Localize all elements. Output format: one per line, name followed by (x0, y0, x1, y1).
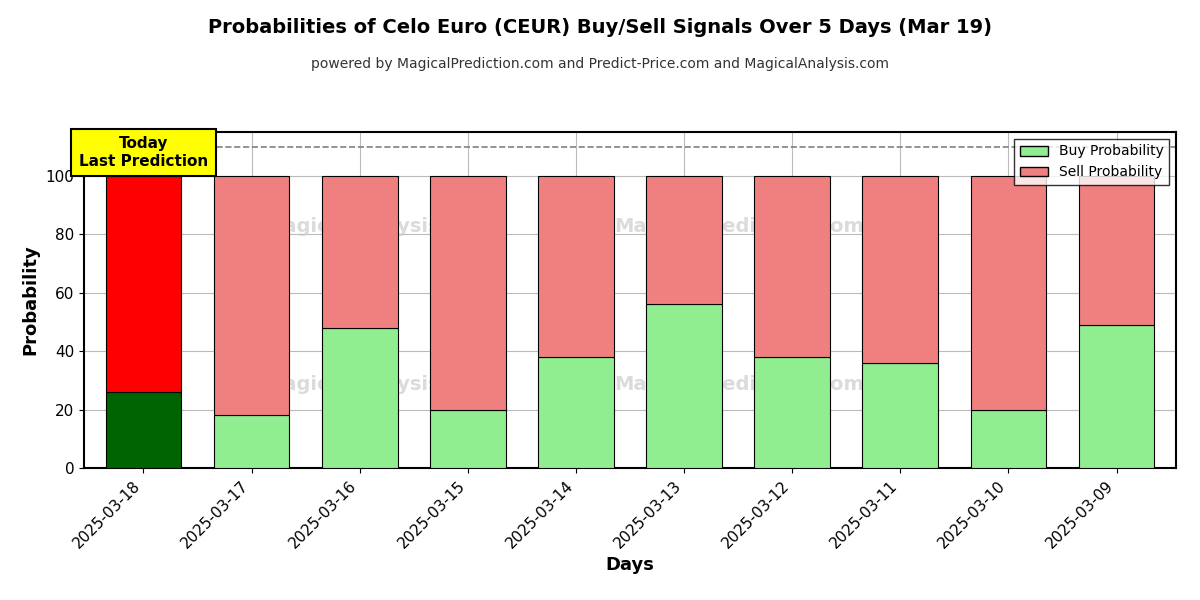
Bar (755, 176, 830, 357)
X-axis label: Days: Days (606, 556, 654, 574)
Bar (755, 357, 830, 468)
Bar (214, 176, 289, 415)
Bar (322, 176, 397, 328)
Bar (863, 176, 938, 363)
Bar (538, 357, 613, 468)
Bar (322, 328, 397, 468)
Bar (1079, 176, 1154, 325)
Y-axis label: Probability: Probability (22, 245, 40, 355)
Bar (106, 392, 181, 468)
Text: MagicalPrediction.com: MagicalPrediction.com (614, 374, 864, 394)
Bar (106, 176, 181, 392)
Text: powered by MagicalPrediction.com and Predict-Price.com and MagicalAnalysis.com: powered by MagicalPrediction.com and Pre… (311, 57, 889, 71)
Bar (214, 415, 289, 468)
Text: Today
Last Prediction: Today Last Prediction (79, 136, 208, 169)
Bar (863, 363, 938, 468)
Bar (430, 176, 505, 410)
Legend: Buy Probability, Sell Probability: Buy Probability, Sell Probability (1014, 139, 1169, 185)
Text: MagicalAnalysis.com: MagicalAnalysis.com (265, 374, 493, 394)
Bar (647, 176, 722, 304)
Bar (538, 176, 613, 357)
Bar (430, 410, 505, 468)
Text: Probabilities of Celo Euro (CEUR) Buy/Sell Signals Over 5 Days (Mar 19): Probabilities of Celo Euro (CEUR) Buy/Se… (208, 18, 992, 37)
Text: MagicalPrediction.com: MagicalPrediction.com (614, 217, 864, 236)
Bar (1079, 325, 1154, 468)
Bar (971, 410, 1046, 468)
Text: MagicalAnalysis.com: MagicalAnalysis.com (265, 217, 493, 236)
Bar (971, 176, 1046, 410)
Bar (647, 304, 722, 468)
